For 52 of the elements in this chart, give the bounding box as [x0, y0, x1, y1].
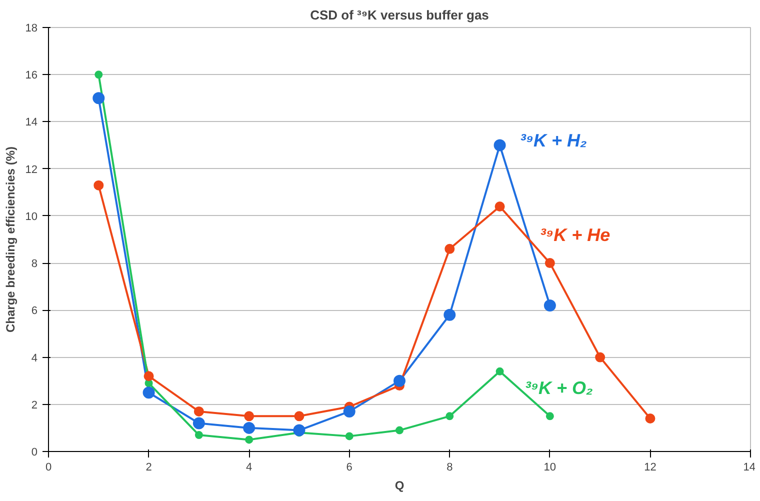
- point: [192, 417, 205, 430]
- x-tick-label: 4: [246, 462, 252, 474]
- point: [494, 202, 505, 212]
- y-tick-label: 16: [25, 70, 38, 82]
- x-tick-label: 10: [544, 462, 556, 474]
- y-tick-label: 2: [31, 399, 38, 412]
- series-label: ³⁹K + O₂: [524, 378, 594, 398]
- x-tick-label: 14: [743, 462, 756, 474]
- y-tick-label: 14: [25, 116, 38, 129]
- point: [544, 258, 555, 268]
- point: [194, 431, 203, 440]
- point: [94, 70, 103, 79]
- point: [92, 92, 105, 104]
- y-tick-label: 0: [31, 446, 38, 458]
- point: [343, 405, 356, 418]
- point: [245, 436, 254, 444]
- x-tick-label: 2: [146, 462, 152, 474]
- point: [595, 352, 606, 362]
- point: [394, 374, 406, 387]
- y-tick-label: 6: [31, 305, 38, 318]
- point: [396, 426, 404, 434]
- point: [645, 414, 656, 424]
- point: [243, 422, 256, 434]
- point: [194, 406, 204, 416]
- y-axis-title: Charge breeding efficiencies (%): [3, 146, 18, 333]
- y-tick-label: 8: [31, 258, 38, 270]
- point: [293, 424, 306, 436]
- point: [446, 412, 454, 420]
- chart-title: CSD of ³⁹K versus buffer gas: [310, 8, 489, 22]
- point: [494, 139, 506, 152]
- point: [142, 386, 155, 399]
- point: [94, 180, 104, 190]
- x-tick-label: 0: [45, 462, 52, 474]
- point: [144, 371, 154, 382]
- x-axis-title: Q: [394, 478, 404, 492]
- point: [546, 412, 554, 420]
- y-tick-label: 4: [31, 352, 38, 364]
- point: [444, 244, 455, 254]
- series-label: ³⁹K + H₂: [520, 130, 588, 151]
- series-label: ³⁹K + He: [540, 224, 610, 245]
- point: [294, 411, 304, 422]
- point: [444, 308, 456, 321]
- x-tick-label: 6: [346, 462, 352, 474]
- point: [244, 411, 254, 422]
- point: [544, 299, 556, 312]
- point: [496, 367, 504, 376]
- x-tick-label: 12: [644, 462, 656, 474]
- x-tick-label: 8: [446, 462, 453, 474]
- y-tick-label: 10: [25, 210, 38, 223]
- point: [345, 432, 354, 440]
- y-tick-label: 18: [25, 22, 38, 34]
- y-tick-label: 12: [25, 164, 38, 176]
